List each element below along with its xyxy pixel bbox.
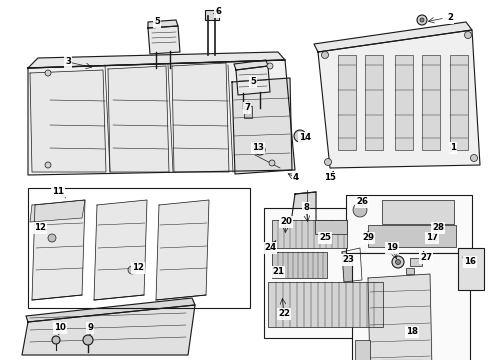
Circle shape (48, 234, 56, 242)
Text: 11: 11 (52, 188, 64, 197)
Polygon shape (234, 60, 268, 70)
Polygon shape (28, 52, 285, 68)
Text: 2: 2 (447, 13, 453, 22)
Circle shape (470, 154, 477, 162)
Text: 19: 19 (386, 243, 398, 252)
Text: 8: 8 (303, 203, 309, 212)
Text: 16: 16 (464, 257, 476, 266)
Circle shape (83, 335, 93, 345)
Polygon shape (342, 248, 362, 282)
Polygon shape (22, 305, 195, 355)
Circle shape (269, 160, 275, 166)
Text: 7: 7 (244, 104, 250, 112)
Polygon shape (290, 192, 316, 230)
Circle shape (395, 260, 400, 265)
Polygon shape (30, 200, 85, 222)
Text: 22: 22 (278, 310, 290, 319)
Bar (244, 106, 252, 118)
Text: 18: 18 (406, 328, 418, 337)
Polygon shape (148, 26, 180, 54)
Bar (315, 220, 347, 234)
Polygon shape (318, 30, 480, 168)
Bar (272, 252, 327, 278)
Text: 23: 23 (342, 256, 354, 265)
Circle shape (465, 31, 471, 39)
Bar (268, 282, 383, 327)
Text: 3: 3 (65, 58, 71, 67)
Bar (264, 208, 432, 338)
Text: 29: 29 (362, 234, 374, 243)
Bar (368, 225, 456, 247)
Circle shape (321, 51, 328, 58)
Polygon shape (156, 200, 209, 300)
Text: 13: 13 (252, 144, 264, 153)
Bar (28, 188, 250, 308)
Bar (410, 258, 422, 266)
Polygon shape (28, 60, 295, 175)
Circle shape (45, 162, 51, 168)
Bar (365, 55, 383, 150)
Polygon shape (232, 78, 292, 174)
Text: 25: 25 (319, 234, 331, 243)
Circle shape (52, 336, 60, 344)
Bar (338, 55, 356, 150)
Circle shape (353, 203, 367, 217)
Text: 27: 27 (420, 253, 432, 262)
Circle shape (417, 15, 427, 25)
Bar (422, 55, 440, 150)
Text: 5: 5 (154, 18, 160, 27)
Text: 15: 15 (324, 174, 336, 183)
Polygon shape (94, 200, 147, 300)
Text: 20: 20 (280, 217, 292, 226)
Circle shape (128, 266, 136, 274)
Circle shape (324, 158, 332, 166)
Polygon shape (236, 66, 270, 95)
Text: 24: 24 (264, 243, 276, 252)
Text: 9: 9 (87, 324, 93, 333)
Text: 12: 12 (34, 224, 46, 233)
Circle shape (255, 145, 265, 155)
Polygon shape (26, 298, 195, 322)
Circle shape (420, 18, 424, 22)
Bar (382, 200, 454, 224)
Polygon shape (30, 70, 106, 172)
Bar (355, 340, 370, 360)
Polygon shape (32, 200, 85, 300)
Bar (406, 268, 414, 274)
Polygon shape (148, 20, 178, 28)
Bar (450, 55, 468, 150)
Circle shape (392, 256, 404, 268)
Bar (272, 220, 347, 248)
Text: 28: 28 (432, 224, 444, 233)
Bar (395, 55, 413, 150)
Text: 26: 26 (356, 198, 368, 207)
Bar (352, 253, 470, 360)
Bar (346, 195, 472, 253)
Text: 14: 14 (299, 134, 311, 143)
Bar (458, 248, 484, 290)
Text: 21: 21 (272, 267, 284, 276)
Polygon shape (108, 66, 169, 172)
Polygon shape (368, 274, 432, 360)
Circle shape (267, 63, 273, 69)
Text: 1: 1 (450, 144, 456, 153)
Text: 4: 4 (293, 174, 299, 183)
Text: 5: 5 (250, 77, 256, 86)
Bar (205, 10, 219, 20)
Circle shape (294, 130, 306, 142)
Text: 10: 10 (54, 324, 66, 333)
Polygon shape (314, 22, 472, 52)
Text: 17: 17 (426, 234, 438, 243)
Polygon shape (172, 63, 229, 172)
Text: 12: 12 (132, 264, 144, 273)
Text: 6: 6 (215, 8, 221, 17)
Circle shape (45, 70, 51, 76)
